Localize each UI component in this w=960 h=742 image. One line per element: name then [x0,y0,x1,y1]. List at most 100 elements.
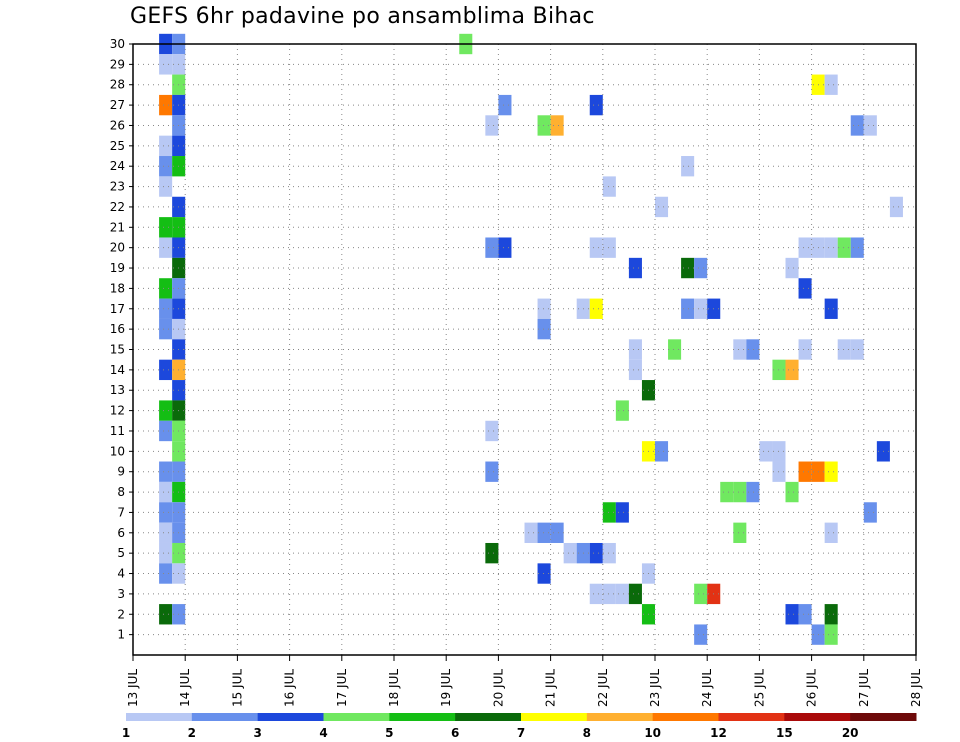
heatmap-cell [628,359,642,381]
x-tick-label: 21 JUL [544,669,558,707]
colorbar-label: 5 [385,726,393,740]
y-tick-label: 29 [110,57,125,71]
x-tick-label: 14 JUL [178,669,192,707]
heatmap-cell [589,237,603,258]
y-tick-label: 22 [110,200,125,214]
x-tick-label: 27 JUL [857,669,871,707]
heatmap-cell [850,237,864,258]
heatmap-cell [615,502,629,523]
colorbar: 1 2 3 4 5 6 7 8 10 12 15 20 [122,713,917,740]
heatmap-cell [498,237,512,258]
heatmap-cell [655,196,669,218]
colorbar-swatch [389,713,456,721]
heatmap-cell [798,339,812,360]
heatmap-cell [589,583,603,605]
heatmap-cell [759,441,773,462]
y-tick-label: 1 [117,628,125,642]
heatmap-cell [798,461,812,482]
y-tick-label: 15 [110,343,125,357]
heatmap-cell [681,257,695,279]
grid-lines [133,43,916,655]
heatmap-cell [824,298,838,319]
heatmap-cell [694,624,708,645]
colorbar-swatch [718,713,785,721]
heatmap-cell [537,522,551,543]
heatmap-cell [159,481,173,503]
heatmap-cell [602,583,616,605]
heatmap-cell [798,604,812,625]
heatmap-cell [589,542,603,564]
y-tick-label: 25 [110,139,125,153]
heatmap-cell [485,461,499,482]
chart-title: GEFS 6hr padavine po ansamblima Bihac [130,4,595,29]
heatmap-cell [485,420,499,442]
y-tick-label: 5 [117,546,125,560]
y-tick-label: 17 [110,302,125,316]
heatmap-cell [824,522,838,543]
heatmap-cell [733,339,747,360]
heatmap-cell [602,237,616,258]
x-tick-label: 28 JUL [909,669,923,707]
heatmap-cell [159,542,173,564]
colorbar-label: 3 [253,726,261,740]
heatmap-cell [824,624,838,645]
heatmap-cell [733,522,747,543]
colorbar-label: 2 [188,726,196,740]
heatmap-cell [485,542,499,564]
y-tick-label: 23 [110,180,125,194]
heatmap-cell [628,583,642,605]
colorbar-swatch [586,713,654,721]
colorbar-label: 20 [842,726,859,740]
y-tick-label: 4 [117,567,125,581]
heatmap-cell [537,298,551,319]
heatmap-cell [602,542,616,564]
y-tick-label: 13 [110,383,125,397]
heatmap-cell [720,481,734,503]
heatmap-cell [159,54,173,75]
heatmap-cell [746,481,760,503]
y-tick-label: 9 [117,465,125,479]
x-tick-label: 22 JUL [596,669,610,707]
heatmap-cell [694,257,708,279]
colorbar-swatch [323,713,390,721]
heatmap-cell [837,237,851,258]
heatmap-cell [824,237,838,258]
colorbar-swatch [652,713,719,721]
x-tick-label: 23 JUL [648,669,662,707]
y-tick-label: 12 [110,404,125,418]
colorbar-swatch [191,713,259,721]
colorbar-swatch [455,713,522,721]
heatmap-cell [824,461,838,482]
x-tick-label: 24 JUL [700,669,714,707]
heatmap-cell [850,339,864,360]
heatmap-cell [694,583,708,605]
heatmap-cells [159,33,903,645]
heatmap-cell [159,135,173,157]
heatmap-cell [589,298,603,319]
y-tick-label: 21 [110,220,125,234]
colorbar-label: 10 [644,726,661,740]
colorbar-swatch [521,713,588,721]
heatmap-cell [498,94,512,116]
y-tick-label: 8 [117,485,125,499]
heatmap-cell [824,74,838,95]
heatmap-cell [159,94,173,116]
heatmap-cell [837,339,851,360]
y-tick-label: 18 [110,281,125,295]
heatmap-cell [537,115,551,136]
y-tick-label: 20 [110,241,125,255]
heatmap-cell [798,237,812,258]
y-axis: 1234567891011121314151617181920212223242… [110,37,133,642]
heatmap-cell [159,217,173,238]
heatmap-cell [602,176,616,197]
y-tick-label: 14 [110,363,125,377]
heatmap-cell [785,359,799,381]
x-tick-label: 18 JUL [387,669,401,707]
heatmap-cell [159,176,173,197]
x-tick-label: 26 JUL [805,669,819,707]
y-tick-label: 3 [117,587,125,601]
heatmap-cell [159,522,173,543]
heatmap-cell [850,115,864,136]
x-axis: 13 JUL 14 JUL 15 JUL 16 JUL 17 JUL 18 JUL 19 J… [126,655,923,707]
